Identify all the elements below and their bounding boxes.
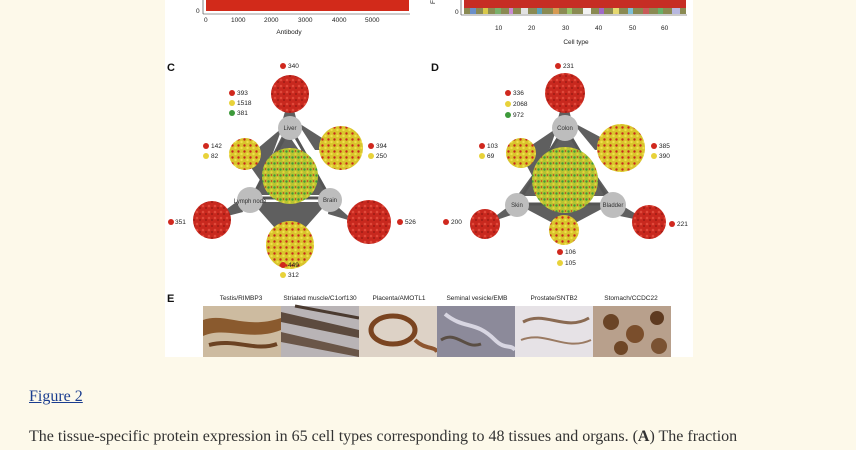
caption-panel-label: A [637, 428, 650, 445]
panel-b-tick: 40 [595, 25, 603, 32]
panel-e-letter: E [167, 293, 174, 305]
figure-image: 0 0 1000 2000 3000 4000 5000 Antibody Fr [165, 0, 693, 357]
panel-e-label: Seminal vesicle/EMB [446, 295, 507, 302]
panel-e-micrograph-seminal-vesicle [437, 306, 517, 357]
panel-b-tick: 20 [528, 25, 536, 32]
panel-d-cluster-colon [545, 73, 585, 113]
panel-e-label: Stomach/CCDC22 [604, 295, 658, 302]
panel-a-tick: 3000 [298, 17, 313, 24]
panel-a-heatmap [206, 0, 409, 11]
panel-e-label: Placenta/AMOTL1 [372, 295, 425, 302]
panel-b-xlabel: Cell type [563, 39, 589, 46]
panel-e-micrograph-stomach [593, 306, 671, 357]
panel-c-cluster-liver [271, 75, 309, 113]
panel-c: C Liver Brain Lymph node 340 3 [167, 62, 416, 279]
panel-a-tick: 4000 [332, 17, 347, 24]
panel-c-right-count: 250 [376, 153, 387, 160]
panel-c-cluster-liver-lymph [229, 138, 261, 170]
panel-d-center-count: 972 [513, 112, 524, 119]
panel-e-micrograph-placenta [359, 306, 439, 357]
panel-b-tick: 30 [562, 25, 570, 32]
panel-d-node-bladder-label: Bladder [603, 203, 624, 209]
panel-c-cluster-liver-brain [319, 126, 363, 170]
panel-d-left-count: 69 [487, 153, 495, 160]
panel-e-micrograph-testis [203, 306, 281, 357]
panel-a-ytick: 0 [196, 8, 200, 15]
panel-d-node-skin-label: Skin [511, 203, 523, 209]
panel-d-outer-left-count: 200 [451, 219, 462, 226]
panel-d-center-count: 2068 [513, 101, 528, 108]
panel-c-letter: C [167, 62, 175, 74]
panel-d-cluster-colon-bladder [597, 124, 645, 172]
panel-e-micrograph-prostate [515, 306, 593, 357]
panel-d-outer-right-count: 221 [677, 221, 688, 228]
panel-d-cluster-shared [532, 147, 598, 213]
panel-d-cluster-bladder [632, 205, 666, 239]
panel-c-node-lymph [237, 187, 263, 213]
panel-d-node-colon [552, 115, 578, 141]
panel-c-cluster-lymph [193, 201, 231, 239]
panel-b-ylabel-fragment: Fr [430, 0, 437, 4]
panel-d-node-colon-label: Colon [557, 126, 573, 132]
panel-d-center-count: 336 [513, 90, 524, 97]
panel-d-node-skin [505, 193, 529, 217]
panel-c-right-count: 394 [376, 143, 387, 150]
panel-a-xlabel: Antibody [276, 29, 302, 36]
panel-c-bottom-count: 449 [288, 262, 299, 269]
panel-c-node-liver [278, 116, 302, 140]
panel-e-micrograph-muscle [281, 304, 360, 357]
panel-d-bottom-count: 105 [565, 260, 576, 267]
panel-c-center-count: 381 [237, 110, 248, 117]
panel-c-node-brain-label: Brain [323, 198, 337, 204]
panel-c-node-lymph-label: Lymph node [234, 199, 267, 205]
panel-e-label: Testis/RIMBP3 [220, 295, 263, 302]
panel-b: Fr 0 10 20 30 40 50 60 Cell typ [430, 0, 687, 46]
panel-b-colorbar [464, 8, 686, 14]
caption-text-before: The tissue-specific protein expression i… [29, 428, 638, 445]
panel-c-bottom-count: 312 [288, 272, 299, 279]
panel-c-top-count: 340 [288, 63, 299, 70]
figure-svg: 0 0 1000 2000 3000 4000 5000 Antibody Fr [167, 0, 688, 357]
panel-e-label: Striated muscle/C1orf130 [283, 295, 357, 302]
panel-b-ytick: 0 [455, 9, 459, 16]
panel-c-cluster-brain-lymph [266, 221, 314, 269]
panel-c-cluster-shared [262, 148, 318, 204]
panel-b-tick: 50 [629, 25, 637, 32]
panel-c-cluster-brain [347, 200, 391, 244]
panel-b-tick: 10 [495, 25, 503, 32]
panel-c-outer-right-count: 526 [405, 219, 416, 226]
panel-d-top-count: 231 [563, 63, 574, 70]
caption-text-after: ) The fraction [649, 428, 738, 445]
panel-d-right-count: 385 [659, 143, 670, 150]
panel-c-left-count: 142 [211, 143, 222, 150]
panel-d-cluster-skin [470, 209, 500, 239]
panel-d: D Colon Bladder Skin 231 336 2068 97 [431, 62, 688, 267]
panel-d-cluster-colon-skin [506, 138, 536, 168]
panel-a: 0 0 1000 2000 3000 4000 5000 Antibody [196, 0, 410, 36]
figure-caption: The tissue-specific protein expression i… [29, 428, 849, 446]
panel-b-heatmap [464, 0, 686, 8]
panel-d-left-count: 103 [487, 143, 498, 150]
panel-d-right-count: 390 [659, 153, 670, 160]
panel-c-left-count: 82 [211, 153, 219, 160]
panel-a-tick: 1000 [231, 17, 246, 24]
panel-e-label: Prostate/SNTB2 [531, 295, 578, 302]
panel-a-tick: 5000 [365, 17, 380, 24]
panel-a-tick: 0 [204, 17, 208, 24]
panel-d-letter: D [431, 62, 439, 74]
panel-c-center-count: 1518 [237, 100, 252, 107]
figure-2-link[interactable]: Figure 2 [29, 388, 83, 405]
panel-e: E Testis/RIMBP3 Striated muscle/C1orf130… [167, 293, 671, 357]
panel-c-node-brain [318, 188, 342, 212]
panel-c-center-count: 393 [237, 90, 248, 97]
panel-b-tick: 60 [661, 25, 669, 32]
panel-d-bottom-count: 106 [565, 249, 576, 256]
panel-d-cluster-bladder-skin [549, 215, 579, 245]
panel-d-node-bladder [600, 192, 626, 218]
panel-c-node-liver-label: Liver [283, 126, 296, 132]
panel-a-tick: 2000 [264, 17, 279, 24]
panel-c-outer-left-count: 351 [175, 219, 186, 226]
